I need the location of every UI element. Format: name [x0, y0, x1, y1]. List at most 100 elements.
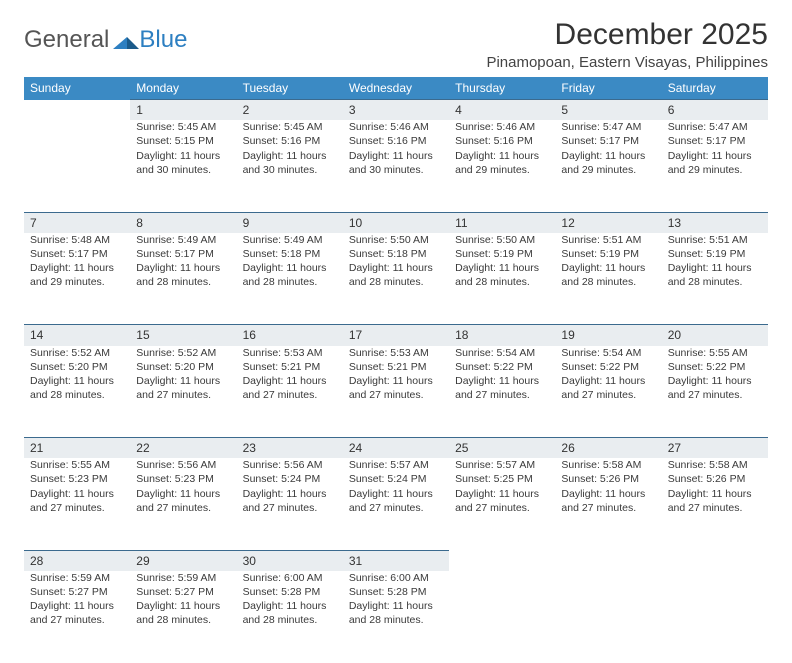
- day2-line: and 29 minutes.: [668, 163, 762, 177]
- sunset-line: Sunset: 5:26 PM: [668, 472, 762, 486]
- day-number: 4: [449, 100, 555, 121]
- day2-line: and 28 minutes.: [243, 275, 337, 289]
- day1-line: Daylight: 11 hours: [349, 374, 443, 388]
- day-number: 19: [555, 325, 661, 346]
- sunset-line: Sunset: 5:28 PM: [349, 585, 443, 599]
- day-cell: Sunrise: 5:55 AMSunset: 5:23 PMDaylight:…: [24, 458, 130, 550]
- day-cell: Sunrise: 6:00 AMSunset: 5:28 PMDaylight:…: [343, 571, 449, 663]
- day1-line: Daylight: 11 hours: [243, 261, 337, 275]
- day2-line: and 27 minutes.: [668, 501, 762, 515]
- day-number: 15: [130, 325, 236, 346]
- day-cell: Sunrise: 5:58 AMSunset: 5:26 PMDaylight:…: [662, 458, 768, 550]
- day-cell: [662, 571, 768, 663]
- daynum-row: 78910111213: [24, 212, 768, 233]
- sunrise-line: Sunrise: 5:45 AM: [136, 120, 230, 134]
- sunset-line: Sunset: 5:17 PM: [668, 134, 762, 148]
- day-number: 2: [237, 100, 343, 121]
- day1-line: Daylight: 11 hours: [561, 149, 655, 163]
- day1-line: Daylight: 11 hours: [30, 487, 124, 501]
- sunrise-line: Sunrise: 5:57 AM: [349, 458, 443, 472]
- weekday-header-row: Sunday Monday Tuesday Wednesday Thursday…: [24, 77, 768, 100]
- day-cell: [24, 120, 130, 212]
- day2-line: and 27 minutes.: [243, 501, 337, 515]
- sunrise-line: Sunrise: 6:00 AM: [243, 571, 337, 585]
- sunset-line: Sunset: 5:15 PM: [136, 134, 230, 148]
- day1-line: Daylight: 11 hours: [349, 599, 443, 613]
- weekday-header: Saturday: [662, 77, 768, 100]
- sunrise-line: Sunrise: 5:46 AM: [349, 120, 443, 134]
- day-cell: [449, 571, 555, 663]
- day-number: 8: [130, 212, 236, 233]
- sunrise-line: Sunrise: 5:57 AM: [455, 458, 549, 472]
- day-cell: Sunrise: 5:53 AMSunset: 5:21 PMDaylight:…: [343, 346, 449, 438]
- day2-line: and 27 minutes.: [243, 388, 337, 402]
- day2-line: and 30 minutes.: [243, 163, 337, 177]
- day1-line: Daylight: 11 hours: [136, 487, 230, 501]
- sunrise-line: Sunrise: 5:51 AM: [561, 233, 655, 247]
- weekday-header: Thursday: [449, 77, 555, 100]
- calendar-page: General Blue December 2025 Pinamopoan, E…: [0, 0, 792, 663]
- weekday-header: Tuesday: [237, 77, 343, 100]
- daynum-row: 14151617181920: [24, 325, 768, 346]
- day-number: 9: [237, 212, 343, 233]
- day1-line: Daylight: 11 hours: [668, 487, 762, 501]
- day-cell: Sunrise: 5:50 AMSunset: 5:19 PMDaylight:…: [449, 233, 555, 325]
- day1-line: Daylight: 11 hours: [349, 149, 443, 163]
- sunset-line: Sunset: 5:16 PM: [243, 134, 337, 148]
- day2-line: and 29 minutes.: [561, 163, 655, 177]
- day2-line: and 28 minutes.: [561, 275, 655, 289]
- day-number: 1: [130, 100, 236, 121]
- calendar-table: Sunday Monday Tuesday Wednesday Thursday…: [24, 77, 768, 663]
- day1-line: Daylight: 11 hours: [455, 374, 549, 388]
- day-cell: Sunrise: 5:49 AMSunset: 5:18 PMDaylight:…: [237, 233, 343, 325]
- sunrise-line: Sunrise: 6:00 AM: [349, 571, 443, 585]
- sunrise-line: Sunrise: 5:49 AM: [243, 233, 337, 247]
- sunrise-line: Sunrise: 5:58 AM: [561, 458, 655, 472]
- day2-line: and 27 minutes.: [561, 501, 655, 515]
- sunset-line: Sunset: 5:24 PM: [243, 472, 337, 486]
- daynum-row: 28293031: [24, 550, 768, 571]
- day-number: 20: [662, 325, 768, 346]
- day2-line: and 28 minutes.: [136, 275, 230, 289]
- day-cell: Sunrise: 5:55 AMSunset: 5:22 PMDaylight:…: [662, 346, 768, 438]
- day1-line: Daylight: 11 hours: [30, 374, 124, 388]
- sunrise-line: Sunrise: 5:53 AM: [349, 346, 443, 360]
- sunrise-line: Sunrise: 5:50 AM: [349, 233, 443, 247]
- sunset-line: Sunset: 5:22 PM: [561, 360, 655, 374]
- sunset-line: Sunset: 5:26 PM: [561, 472, 655, 486]
- day-number: 21: [24, 438, 130, 459]
- day-cell: Sunrise: 5:45 AMSunset: 5:16 PMDaylight:…: [237, 120, 343, 212]
- week-row: Sunrise: 5:48 AMSunset: 5:17 PMDaylight:…: [24, 233, 768, 325]
- day-cell: Sunrise: 5:52 AMSunset: 5:20 PMDaylight:…: [24, 346, 130, 438]
- sunset-line: Sunset: 5:20 PM: [30, 360, 124, 374]
- sunset-line: Sunset: 5:19 PM: [455, 247, 549, 261]
- sunrise-line: Sunrise: 5:56 AM: [243, 458, 337, 472]
- sunset-line: Sunset: 5:16 PM: [455, 134, 549, 148]
- day1-line: Daylight: 11 hours: [243, 599, 337, 613]
- day-cell: Sunrise: 5:53 AMSunset: 5:21 PMDaylight:…: [237, 346, 343, 438]
- sunset-line: Sunset: 5:17 PM: [30, 247, 124, 261]
- header: General Blue December 2025 Pinamopoan, E…: [24, 18, 768, 71]
- week-row: Sunrise: 5:59 AMSunset: 5:27 PMDaylight:…: [24, 571, 768, 663]
- day-cell: Sunrise: 5:46 AMSunset: 5:16 PMDaylight:…: [343, 120, 449, 212]
- day2-line: and 28 minutes.: [349, 613, 443, 627]
- day2-line: and 28 minutes.: [668, 275, 762, 289]
- day1-line: Daylight: 11 hours: [136, 374, 230, 388]
- day1-line: Daylight: 11 hours: [243, 487, 337, 501]
- day1-line: Daylight: 11 hours: [668, 149, 762, 163]
- sunrise-line: Sunrise: 5:49 AM: [136, 233, 230, 247]
- sunset-line: Sunset: 5:27 PM: [30, 585, 124, 599]
- day-number: 17: [343, 325, 449, 346]
- day1-line: Daylight: 11 hours: [561, 487, 655, 501]
- day2-line: and 27 minutes.: [561, 388, 655, 402]
- week-row: Sunrise: 5:45 AMSunset: 5:15 PM Daylight:…: [24, 120, 768, 212]
- day-cell: Sunrise: 6:00 AMSunset: 5:28 PMDaylight:…: [237, 571, 343, 663]
- day-number: 5: [555, 100, 661, 121]
- day-number: 18: [449, 325, 555, 346]
- day-cell: Sunrise: 5:47 AMSunset: 5:17 PMDaylight:…: [662, 120, 768, 212]
- sunset-line: Sunset: 5:17 PM: [136, 247, 230, 261]
- day1-line: Daylight: 11 hours: [668, 374, 762, 388]
- day-cell: Sunrise: 5:45 AMSunset: 5:15 PMDaylight:…: [130, 120, 236, 212]
- day2-line: and 28 minutes.: [243, 613, 337, 627]
- day2-line: and 29 minutes.: [455, 163, 549, 177]
